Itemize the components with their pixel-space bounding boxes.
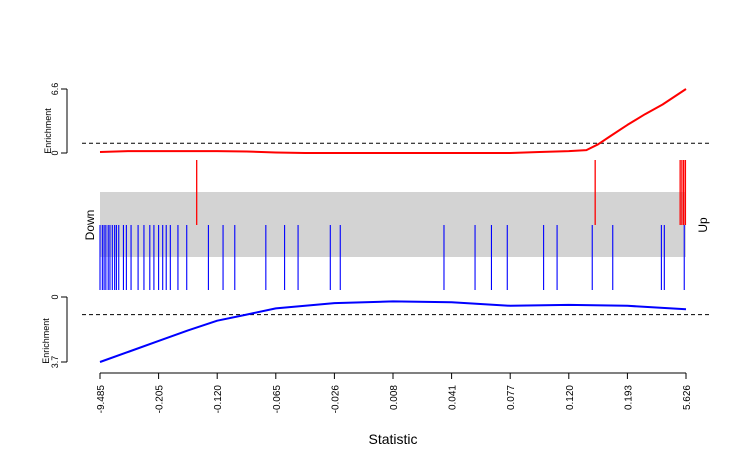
rank-band: [100, 192, 686, 257]
rank-band-layer: [100, 192, 686, 257]
x-tick-label: -9.485: [96, 385, 107, 414]
up-enrichment-axis-label: Enrichment: [43, 108, 53, 154]
up-y-tick-label: 6.6: [50, 83, 60, 96]
up-y-tick-label: 0: [50, 150, 60, 155]
down-side-label: Down: [83, 210, 97, 241]
x-tick-label: 5.626: [682, 385, 693, 410]
up-side-label: Up: [696, 217, 710, 233]
gene-bars-layer: [99, 160, 687, 290]
down-enrichment-curve: [99, 300, 687, 363]
up-enrichment-curve: [99, 88, 687, 154]
down-y-tick-label: 0: [50, 294, 60, 299]
down-y-tick-label: 3.7: [50, 356, 60, 369]
x-tick-label: -0.026: [330, 385, 341, 414]
x-tick-label: -0.120: [213, 385, 224, 414]
down-enrichment-axis-label: Enrichment: [41, 318, 51, 364]
x-tick-label: 0.077: [506, 385, 517, 410]
x-tick-label: -0.205: [155, 385, 166, 414]
axes-layer: 0 6.6 0 3.7 -9.485 -0.205 -0.120 -0.065 -0.026 0.…: [50, 83, 693, 414]
x-tick-label: -0.065: [272, 385, 283, 414]
enrichment-curves-layer: [99, 88, 687, 363]
x-tick-label: 0.041: [448, 385, 459, 410]
x-axis-label: Statistic: [368, 431, 417, 447]
x-tick-label: 0.008: [389, 385, 400, 410]
x-tick-label: 0.193: [623, 385, 634, 410]
x-tick-label: 0.120: [565, 385, 576, 410]
